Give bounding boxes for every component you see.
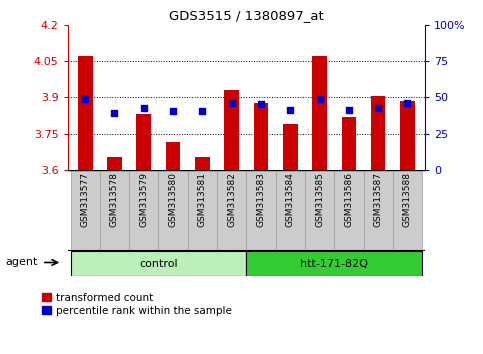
Text: GSM313578: GSM313578 <box>110 172 119 227</box>
Bar <box>334 170 364 251</box>
Bar <box>129 170 158 251</box>
Bar <box>341 117 356 170</box>
Legend: transformed count, percentile rank within the sample: transformed count, percentile rank withi… <box>38 289 236 320</box>
Bar <box>283 124 298 170</box>
Bar <box>246 251 422 276</box>
Text: GSM313580: GSM313580 <box>169 172 178 227</box>
Bar <box>364 170 393 251</box>
Bar <box>100 170 129 251</box>
Point <box>228 101 236 106</box>
Text: GSM313585: GSM313585 <box>315 172 324 227</box>
Text: htt-171-82Q: htt-171-82Q <box>300 259 368 269</box>
Bar <box>195 156 210 170</box>
Text: control: control <box>139 259 178 269</box>
Bar <box>371 96 385 170</box>
Bar <box>137 114 151 170</box>
Point <box>169 108 177 114</box>
Text: GSM313583: GSM313583 <box>256 172 266 227</box>
Bar <box>71 170 100 251</box>
Text: GSM313587: GSM313587 <box>374 172 383 227</box>
Bar <box>158 170 188 251</box>
Text: agent: agent <box>5 257 38 268</box>
Point <box>140 105 148 110</box>
Bar <box>107 156 122 170</box>
Bar <box>400 101 415 170</box>
Bar <box>276 170 305 251</box>
Text: GSM313582: GSM313582 <box>227 172 236 227</box>
Bar <box>166 142 181 170</box>
Text: GSM313579: GSM313579 <box>139 172 148 227</box>
Bar <box>188 170 217 251</box>
Bar <box>305 170 334 251</box>
Point <box>81 96 89 101</box>
Text: GSM313586: GSM313586 <box>344 172 354 227</box>
Bar <box>225 90 239 170</box>
Point <box>374 105 382 111</box>
Text: GSM313588: GSM313588 <box>403 172 412 227</box>
Point <box>111 110 118 116</box>
Bar <box>254 103 268 170</box>
Point <box>404 100 412 106</box>
Point <box>257 101 265 107</box>
Text: GSM313581: GSM313581 <box>198 172 207 227</box>
Bar <box>393 170 422 251</box>
Bar <box>71 251 246 276</box>
Bar <box>217 170 246 251</box>
Title: GDS3515 / 1380897_at: GDS3515 / 1380897_at <box>169 9 324 22</box>
Point <box>316 96 324 102</box>
Text: GSM313577: GSM313577 <box>81 172 90 227</box>
Bar <box>78 56 93 170</box>
Text: GSM313584: GSM313584 <box>286 172 295 227</box>
Bar <box>312 56 327 170</box>
Bar <box>246 170 276 251</box>
Point <box>286 107 294 113</box>
Point <box>199 109 206 114</box>
Point <box>345 107 353 113</box>
